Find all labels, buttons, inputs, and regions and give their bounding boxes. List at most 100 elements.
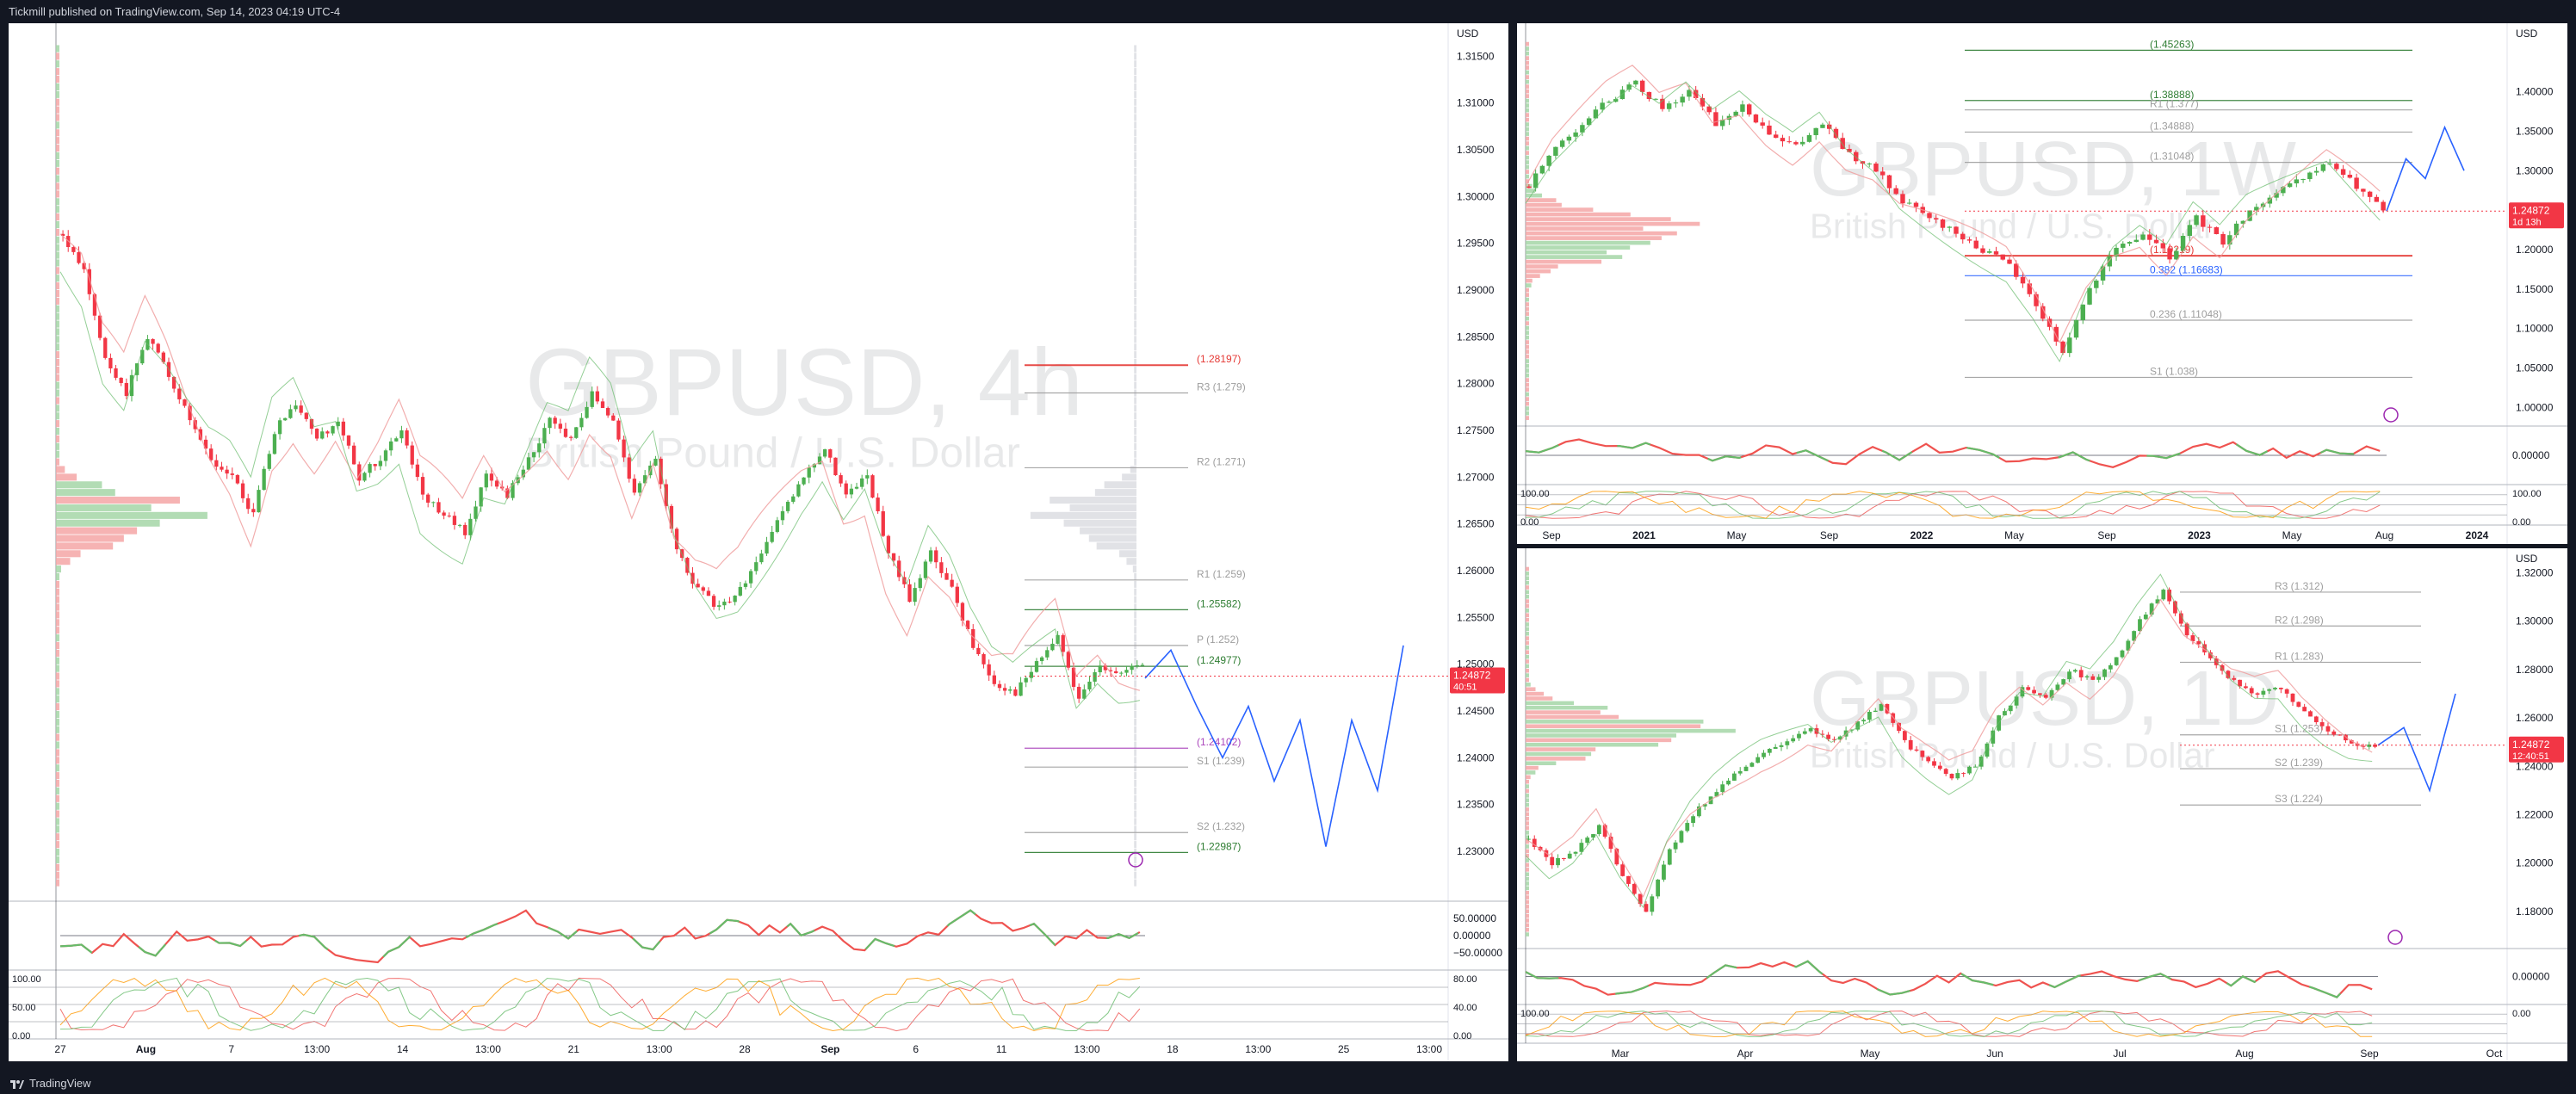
- candle-body: [1920, 751, 1925, 757]
- candle-body: [1897, 722, 1901, 732]
- time-tick-label: 13:00: [1245, 1043, 1271, 1055]
- candle-body: [997, 683, 1002, 689]
- volume-profile-bar: [1526, 259, 1602, 264]
- candle-body: [1762, 752, 1766, 757]
- candle-body: [1713, 112, 1718, 127]
- candle-body: [780, 510, 785, 521]
- volume-profile-bar: [1526, 151, 1529, 155]
- session-volume-bar: [1134, 627, 1136, 634]
- volume-profile-bar: [1526, 316, 1529, 321]
- candle-body: [1539, 165, 1545, 174]
- candle-body: [696, 584, 700, 588]
- chart-panel-daily[interactable]: USD GBPUSD, 1D British Pound / U.S. Dollar…: [1517, 548, 2567, 1061]
- time-tick-label: May: [1727, 529, 1747, 541]
- stochastic-line: [59, 977, 1141, 1032]
- session-volume-bar: [1134, 572, 1136, 581]
- volume-profile-bar: [56, 198, 59, 206]
- candle-body: [1791, 738, 1796, 742]
- candle-body: [2008, 705, 2013, 712]
- volume-profile-bar: [56, 106, 59, 114]
- candle-body: [2331, 731, 2337, 735]
- candle-body: [383, 450, 388, 461]
- osc-tick-label: 0.00000: [2512, 449, 2550, 461]
- candle-body: [362, 473, 367, 481]
- session-volume-bar: [1134, 182, 1136, 190]
- volume-profile-bar: [56, 145, 59, 152]
- lightning-icon: [2387, 930, 2403, 945]
- volume-profile-bar: [1526, 122, 1529, 127]
- volume-profile-bar: [1526, 761, 1557, 766]
- candle-body: [1002, 688, 1007, 691]
- candle-body: [2278, 687, 2283, 689]
- candle-body: [2155, 599, 2160, 604]
- candle-body: [394, 438, 399, 442]
- volume-profile-bar: [1526, 622, 1529, 627]
- time-tick-label: Apr: [1737, 1048, 1754, 1060]
- candle-body: [1667, 849, 1672, 865]
- candle-body: [865, 475, 870, 479]
- volume-profile-bar: [1526, 876, 1529, 881]
- candle-body: [1573, 851, 1578, 854]
- volume-profile-bar: [56, 213, 59, 221]
- candle-body: [770, 531, 774, 542]
- candle-body: [489, 473, 494, 481]
- candle-body: [1140, 664, 1145, 666]
- price-tick-label: 1.27000: [1457, 471, 1495, 483]
- candle-body: [1702, 804, 1707, 807]
- candle-body: [1130, 665, 1134, 671]
- candle-body: [870, 475, 875, 498]
- candle-body: [531, 452, 536, 458]
- level-label: R2 (1.298): [2275, 614, 2324, 626]
- volume-profile-bar: [1526, 831, 1529, 835]
- session-volume-bar: [1134, 458, 1136, 466]
- volume-profile-bar: [1526, 278, 1533, 283]
- chart-panel-weekly[interactable]: USD GBPUSD, 1W British Pound / U.S. Dollar…: [1517, 23, 2567, 544]
- session-volume-bar: [1134, 198, 1136, 206]
- candle-body: [1700, 97, 1706, 107]
- candle-body: [405, 430, 409, 446]
- time-tick-label: 14: [397, 1043, 409, 1055]
- level-label: (1.22987): [1197, 840, 1241, 852]
- volume-profile-bar: [56, 619, 59, 627]
- volume-profile-bar: [1526, 844, 1529, 849]
- candle-body: [1833, 128, 1839, 139]
- candle-body: [1847, 148, 1852, 152]
- candle-body: [494, 480, 499, 487]
- session-volume-bar: [1134, 611, 1136, 619]
- candle-body: [1926, 757, 1931, 762]
- candle-body: [2227, 235, 2232, 245]
- candle-body: [151, 339, 155, 344]
- candle-body: [1653, 98, 1658, 100]
- candle-body: [1799, 141, 1805, 145]
- candle-body: [437, 502, 441, 513]
- level-label: R1 (1.259): [1197, 568, 1246, 580]
- candle-body: [336, 421, 340, 427]
- candle-body: [2267, 689, 2272, 691]
- level-label: R3 (1.312): [2275, 580, 2324, 592]
- candle-body: [1066, 652, 1071, 668]
- candle-body: [2096, 677, 2102, 680]
- candle-body: [791, 496, 796, 502]
- publish-line: Tickmill published on TradingView.com, S…: [9, 5, 341, 18]
- volume-profile-bar: [56, 381, 59, 389]
- volume-profile-bar: [1526, 217, 1671, 221]
- session-volume-bar: [1134, 757, 1136, 764]
- candle-body: [1620, 864, 1625, 876]
- tradingview-logo[interactable]: TradingView: [10, 1077, 91, 1090]
- session-volume-bar: [1030, 511, 1136, 519]
- volume-profile-bar: [1526, 895, 1529, 899]
- candle-body: [124, 382, 128, 397]
- candle-body: [1685, 823, 1690, 831]
- volume-profile-bar: [1526, 733, 1677, 738]
- candle-body: [690, 572, 695, 584]
- volume-profile-bar: [1526, 603, 1529, 609]
- chart-panel-4h[interactable]: USD GBPUSD, 4h British Pound / U.S. Dollar…: [9, 23, 1508, 1061]
- volume-profile-bar: [1526, 141, 1529, 145]
- candle-body: [442, 512, 446, 516]
- price-tick-label: 1.29500: [1457, 238, 1495, 250]
- volume-profile-bar: [1526, 113, 1529, 117]
- candle-body: [2014, 696, 2019, 706]
